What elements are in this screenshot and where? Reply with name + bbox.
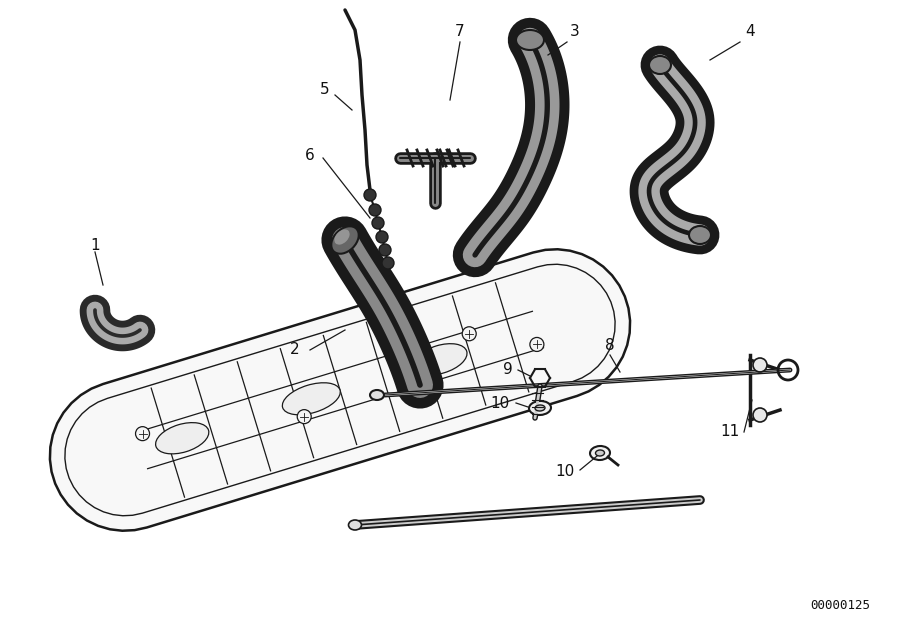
Ellipse shape bbox=[689, 226, 711, 244]
Circle shape bbox=[372, 217, 384, 229]
Ellipse shape bbox=[156, 423, 209, 454]
Text: 00000125: 00000125 bbox=[810, 599, 870, 612]
Circle shape bbox=[376, 231, 388, 243]
Ellipse shape bbox=[283, 383, 340, 415]
Text: 3: 3 bbox=[570, 25, 580, 39]
Circle shape bbox=[379, 244, 391, 256]
Circle shape bbox=[369, 204, 381, 216]
Circle shape bbox=[753, 358, 767, 372]
Ellipse shape bbox=[348, 520, 362, 530]
Ellipse shape bbox=[590, 446, 610, 460]
Ellipse shape bbox=[516, 30, 544, 50]
Text: 10: 10 bbox=[555, 464, 574, 479]
Text: 2: 2 bbox=[290, 342, 300, 358]
Circle shape bbox=[136, 427, 149, 441]
Text: 1: 1 bbox=[90, 237, 100, 253]
Text: 6: 6 bbox=[305, 147, 315, 163]
Circle shape bbox=[530, 337, 544, 351]
Circle shape bbox=[297, 410, 311, 424]
Circle shape bbox=[364, 189, 376, 201]
Ellipse shape bbox=[335, 229, 349, 244]
Ellipse shape bbox=[414, 344, 467, 375]
Text: 8: 8 bbox=[605, 337, 615, 352]
Ellipse shape bbox=[370, 390, 384, 400]
Circle shape bbox=[753, 408, 767, 422]
Ellipse shape bbox=[649, 56, 671, 74]
Ellipse shape bbox=[535, 405, 545, 411]
Polygon shape bbox=[50, 250, 630, 531]
Circle shape bbox=[463, 327, 476, 341]
Ellipse shape bbox=[596, 450, 605, 456]
Circle shape bbox=[382, 257, 394, 269]
Ellipse shape bbox=[331, 226, 359, 254]
Text: 5: 5 bbox=[320, 83, 329, 98]
Text: 10: 10 bbox=[491, 396, 509, 410]
Text: 7: 7 bbox=[455, 25, 464, 39]
Text: 4: 4 bbox=[745, 25, 755, 39]
Text: 11: 11 bbox=[720, 425, 740, 439]
Text: 9: 9 bbox=[503, 363, 513, 377]
Ellipse shape bbox=[529, 401, 551, 415]
